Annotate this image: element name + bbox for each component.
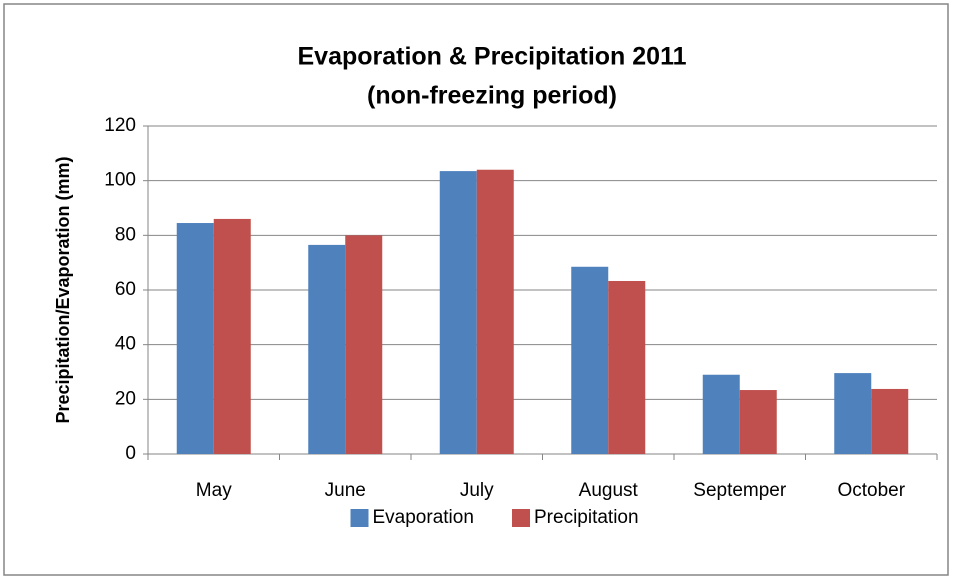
bar: [476, 169, 514, 454]
bar: [213, 218, 251, 454]
legend-swatch: [350, 509, 369, 527]
y-tick-label: 60: [115, 279, 136, 300]
x-tick-label: July: [460, 480, 494, 501]
bar: [871, 388, 909, 454]
bar: [439, 171, 477, 454]
x-tick-label: June: [325, 480, 366, 501]
bar: [702, 374, 740, 454]
y-tick-label: 120: [104, 115, 136, 136]
bar: [834, 373, 872, 454]
bar: [345, 235, 383, 454]
bar: [176, 223, 214, 454]
x-tick-label: May: [196, 480, 232, 501]
chart-title: Evaporation & Precipitation 2011: [297, 43, 686, 71]
legend-label: Evaporation: [373, 507, 474, 528]
y-tick-label: 20: [115, 388, 136, 409]
chart-subtitle: (non-freezing period): [367, 82, 617, 110]
x-tick-label: Septemper: [693, 480, 787, 501]
y-tick-label: 100: [104, 170, 136, 191]
bar: [608, 280, 646, 454]
y-tick-label: 0: [125, 443, 136, 464]
legend-swatch: [512, 509, 530, 527]
bar: [571, 266, 609, 454]
x-tick-label: August: [579, 480, 639, 501]
x-tick-label: October: [837, 480, 905, 501]
y-tick-label: 40: [115, 334, 136, 355]
bar: [739, 390, 777, 454]
legend-label: Precipitation: [534, 507, 639, 528]
y-tick-label: 80: [115, 224, 136, 245]
y-axis-label: Precipitation/Evaporation (mm): [53, 156, 73, 423]
bar: [308, 244, 346, 454]
